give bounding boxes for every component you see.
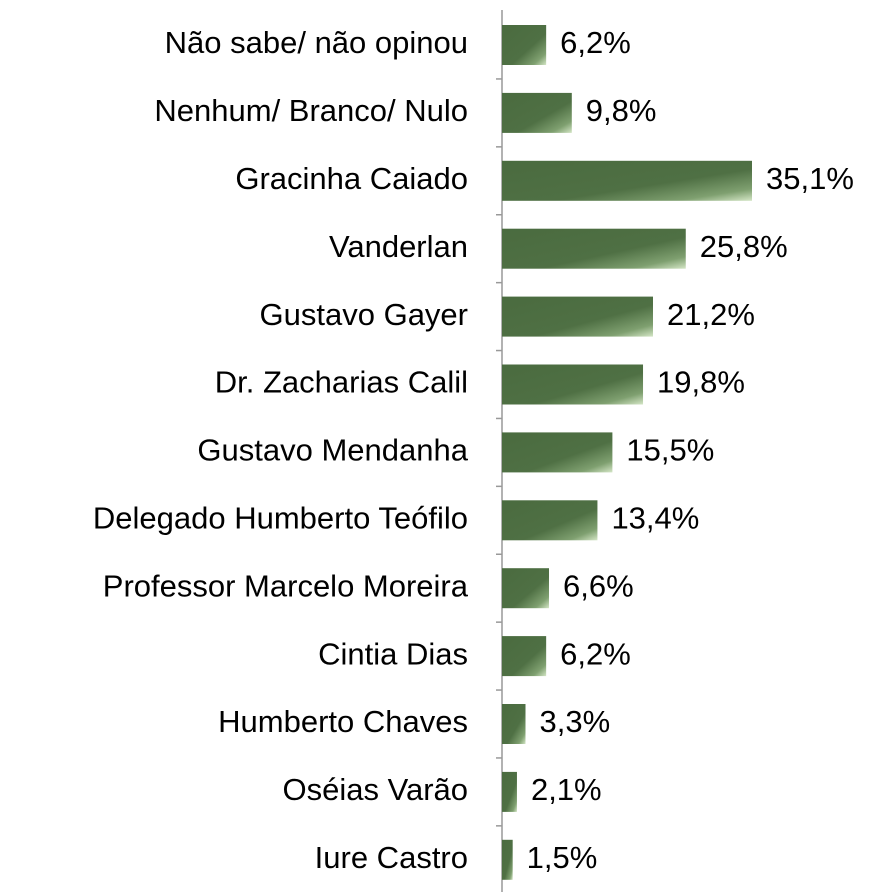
category-label: Nenhum/ Branco/ Nulo	[154, 93, 468, 128]
category-label: Professor Marcelo Moreira	[103, 568, 469, 603]
bar	[502, 364, 644, 405]
bar	[502, 92, 572, 133]
bar	[502, 25, 547, 65]
value-label: 1,5%	[527, 840, 598, 875]
value-label: 2,1%	[531, 772, 602, 807]
value-label: 19,8%	[657, 365, 745, 400]
bar	[502, 228, 686, 269]
bar	[502, 296, 653, 337]
bar	[502, 500, 598, 541]
value-label: 6,2%	[560, 636, 631, 671]
bar	[502, 568, 550, 609]
category-label: Delegado Humberto Teófilo	[93, 500, 468, 535]
category-label: Gustavo Gayer	[260, 297, 468, 332]
bar	[502, 636, 547, 677]
category-label: Humberto Chaves	[218, 704, 468, 739]
category-label: Iure Castro	[315, 840, 468, 875]
category-label: Dr. Zacharias Calil	[215, 365, 468, 400]
value-label: 25,8%	[700, 229, 788, 264]
value-label: 9,8%	[586, 93, 657, 128]
value-label: 6,2%	[560, 25, 631, 60]
bar	[502, 704, 526, 744]
value-label: 15,5%	[626, 433, 714, 468]
category-label: Não sabe/ não opinou	[165, 25, 468, 60]
bar	[502, 160, 752, 201]
bar	[502, 771, 517, 812]
value-label: 35,1%	[766, 161, 854, 196]
value-label: 3,3%	[540, 704, 611, 739]
category-label: Gustavo Mendanha	[197, 433, 468, 468]
value-label: 6,6%	[563, 568, 634, 603]
category-label: Oséias Varão	[282, 772, 468, 807]
category-label: Cintia Dias	[318, 636, 468, 671]
bar	[502, 839, 513, 880]
category-label: Gracinha Caiado	[235, 161, 468, 196]
value-label: 13,4%	[611, 500, 699, 535]
category-label: Vanderlan	[329, 229, 468, 264]
bar	[502, 432, 613, 473]
value-label: 21,2%	[667, 297, 755, 332]
